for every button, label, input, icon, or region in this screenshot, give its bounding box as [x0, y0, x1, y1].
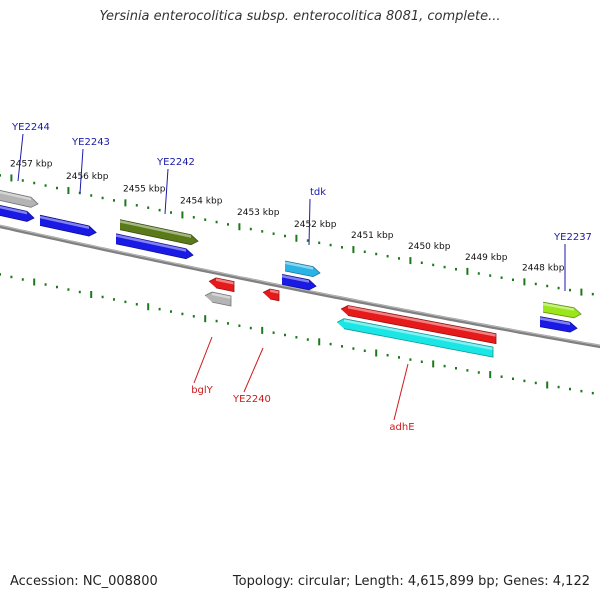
feature-outline [340, 305, 497, 345]
feature-highlight [120, 219, 191, 238]
gene-label: YE2243 [71, 137, 110, 148]
feature-highlight [285, 261, 313, 270]
feature-body [337, 318, 493, 358]
ruler-label: 2451 kbp [351, 231, 394, 241]
leader-line [79, 148, 84, 194]
ruler-label: 2452 kbp [294, 220, 337, 230]
unlabeled-feature [336, 318, 494, 358]
ruler-label: 2455 kbp [123, 184, 166, 194]
backbone-layer [0, 224, 600, 349]
feature-highlight [40, 215, 89, 229]
feature-outline [0, 190, 39, 208]
unlabeled-feature [115, 233, 194, 260]
genome-summary: Topology: circular; Length: 4,615,899 bp… [232, 574, 590, 589]
leader-line [393, 363, 409, 421]
leader-line [308, 198, 311, 246]
ruler-label: 2453 kbp [237, 208, 280, 218]
feature-body [341, 305, 496, 344]
gene-ye2237 [542, 301, 582, 319]
feature-outline [0, 204, 35, 222]
feature-outline [208, 277, 235, 293]
leader-line [17, 133, 24, 182]
feature-highlight [0, 190, 31, 201]
accession-text: Accession: NC_008800 [10, 574, 158, 589]
outer-tick-ring [0, 174, 594, 296]
backbone-highlight [0, 224, 600, 346]
feature-outline [539, 316, 578, 333]
gene-label: YE2240 [232, 394, 271, 405]
gene-labels: YE2244 YE2243 YE2242 tdk YE2237 bglY YE2240 adh… [11, 122, 592, 433]
feature-highlight [348, 305, 496, 337]
gene-ye2240 [262, 288, 280, 302]
feature-outline [262, 288, 280, 302]
unlabeled-feature [0, 204, 35, 222]
feature-highlight [116, 233, 186, 252]
gene-label: tdk [310, 187, 326, 198]
feature-highlight [270, 289, 279, 294]
feature-outline [115, 233, 194, 260]
feature-highlight [540, 316, 570, 326]
feature-highlight [543, 302, 574, 311]
backbone-line [0, 224, 600, 349]
feature-outline [281, 274, 317, 291]
gene-features [0, 190, 582, 358]
ruler-label: 2457 kbp [10, 160, 53, 170]
unlabeled-feature [539, 316, 578, 333]
gene-label: bglY [191, 385, 213, 396]
ruler-label: 2454 kbp [180, 196, 223, 206]
gene-label: YE2237 [553, 232, 592, 243]
ruler-labels: 2457 kbp 2456 kbp 2455 kbp 2454 kbp 2453 kbp… [10, 160, 565, 274]
ruler-label: 2456 kbp [66, 172, 109, 182]
gene-label: adhE [389, 422, 414, 433]
gene-ye2243 [39, 214, 97, 237]
map-title: Yersinia enterocolitica subsp. enterocol… [99, 9, 501, 24]
ruler-label: 2449 kbp [465, 253, 508, 263]
feature-highlight [212, 292, 231, 299]
feature-outline [39, 214, 97, 237]
feature-highlight [344, 318, 493, 351]
gene-adhe [340, 305, 497, 345]
unlabeled-feature [281, 274, 317, 291]
leader-line [193, 336, 213, 384]
feature-highlight [282, 274, 309, 283]
feature-outline [542, 301, 582, 319]
feature-highlight [0, 205, 27, 215]
gene-bgly [208, 277, 235, 293]
gene-tdk [284, 260, 321, 278]
tick-rings [0, 174, 594, 395]
gene-ye2242 [119, 219, 199, 246]
feature-outline [119, 219, 199, 246]
gene-label: YE2242 [156, 157, 195, 168]
ruler-label: 2450 kbp [408, 242, 451, 252]
feature-outline [204, 291, 232, 307]
ruler-label: 2448 kbp [522, 263, 565, 273]
unlabeled-feature [204, 291, 232, 307]
leader-line [243, 347, 264, 393]
inner-tick-ring [0, 273, 594, 395]
feature-highlight [216, 277, 234, 285]
gene-label: YE2244 [11, 122, 50, 133]
feature-outline [284, 260, 321, 278]
leader-line [164, 168, 169, 215]
gene-ye2244 [0, 190, 39, 208]
feature-outline [336, 318, 494, 358]
